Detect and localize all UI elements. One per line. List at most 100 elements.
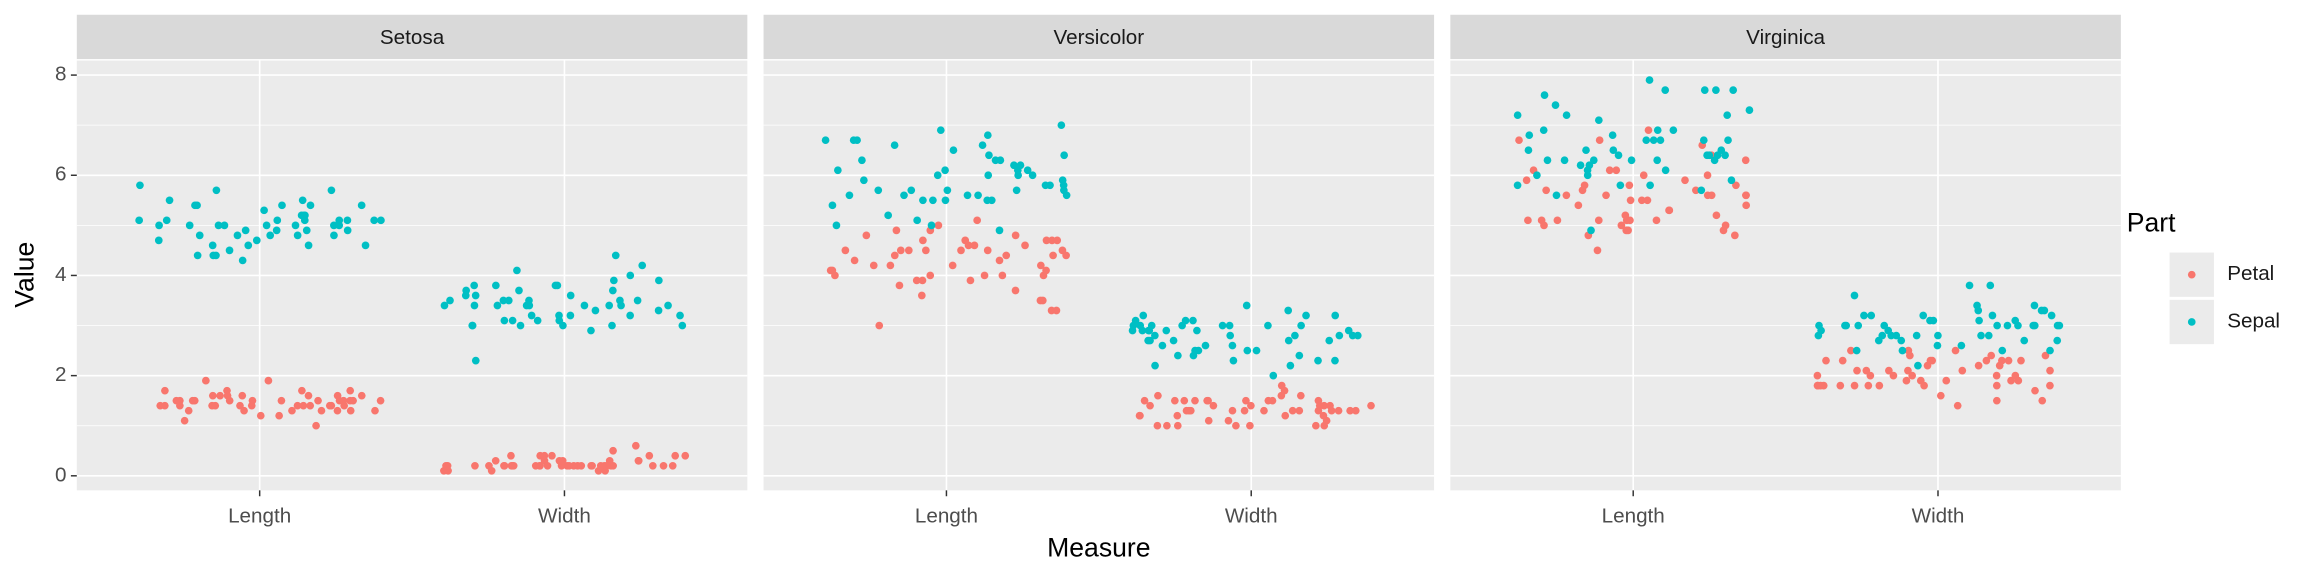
point [1975,316,1983,325]
point [240,406,248,415]
point [1936,391,1945,400]
point [264,376,273,385]
point [193,251,202,260]
point [678,321,687,330]
point [513,266,521,275]
point [608,321,616,330]
point [1649,136,1658,145]
point [1853,366,1861,375]
point [172,396,181,405]
point [1727,176,1736,185]
point [2038,396,2047,405]
point [1699,136,1708,145]
point [1594,216,1603,225]
point [565,461,573,470]
point [548,451,556,460]
point [1745,106,1754,114]
point [335,221,344,230]
point [918,276,927,285]
point [1225,321,1234,330]
point [1346,406,1354,415]
point [1146,401,1154,410]
point [1513,111,1522,119]
point [370,216,379,225]
point [216,391,224,400]
point [1617,221,1626,230]
point [1593,246,1602,255]
point [293,401,302,410]
point [634,456,643,465]
point [566,311,575,320]
point [1951,346,1960,355]
point [208,391,217,400]
point [1700,86,1709,94]
point [1533,171,1541,180]
point [845,191,854,200]
point [566,291,575,300]
point [1284,336,1293,345]
point [580,301,589,310]
point [984,171,993,180]
point [874,186,883,195]
point [949,146,958,155]
point [304,241,313,250]
point [1224,416,1233,425]
point [507,461,516,470]
point [884,211,893,220]
point [1908,371,1917,380]
x-tick-label: Length [1602,504,1665,527]
point [343,216,352,225]
point [1539,126,1548,135]
point [904,246,913,255]
point [1644,126,1653,135]
point [869,261,878,270]
point [1850,291,1859,300]
point [841,246,850,255]
point [2053,321,2062,330]
point [1154,391,1162,400]
point [966,276,975,285]
point [1010,161,1018,170]
point [493,301,502,310]
point [1867,311,1876,320]
point [540,451,549,460]
point [377,216,385,225]
point [1582,146,1590,155]
y-tick-label: 4 [55,263,67,286]
point [983,196,992,205]
point [2017,356,2025,365]
point [1062,251,1070,260]
point [535,461,544,470]
point [983,246,992,255]
point [2011,371,2020,380]
point [1625,181,1634,190]
point [936,126,945,135]
point [1209,401,1218,410]
point [135,216,143,225]
point [471,291,480,300]
point [1246,421,1254,430]
point [933,171,942,180]
point [1953,401,1962,410]
point [256,411,265,420]
point [161,386,169,395]
point [1139,311,1148,320]
point [927,221,936,230]
point [821,136,830,145]
point [357,391,366,400]
point [1049,251,1057,260]
point [611,251,620,260]
point [1326,401,1334,410]
point [1616,181,1625,190]
point [626,271,635,280]
point [1933,341,1942,350]
point [1136,411,1144,420]
point [278,201,286,210]
point [470,281,479,290]
point [890,251,899,260]
point [1011,231,1020,240]
point [1169,336,1178,345]
point [1742,191,1750,200]
x-tick-label: Length [915,504,978,527]
point [346,396,354,405]
